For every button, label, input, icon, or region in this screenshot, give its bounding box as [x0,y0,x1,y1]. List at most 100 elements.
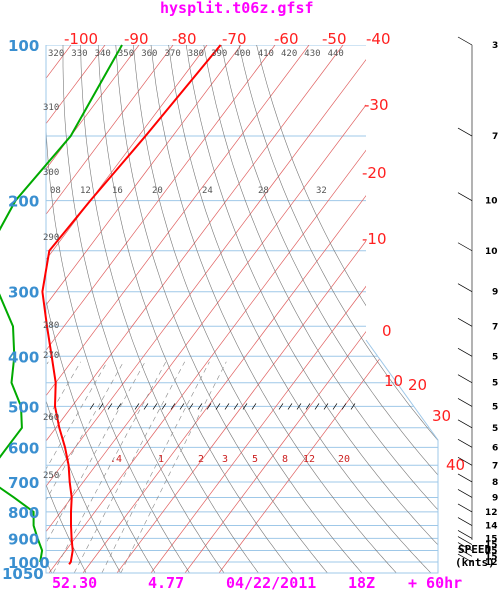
hatch-mark [161,403,167,410]
wind-speed-label: 15 [485,541,498,551]
pressure-tick: 400 [8,348,39,366]
mixing-upper-label: 20 [152,186,163,196]
temp-tick-top: -100 [64,30,98,48]
theta-left-label: 310 [43,103,59,113]
wind-barb [457,530,473,539]
wind-speed-label: 15 [485,534,498,544]
temp-tick-right: 30 [432,407,451,425]
theta-label: 380 [188,49,204,59]
theta-label: 350 [118,49,134,59]
theta-left-label: 260 [43,413,59,423]
hatch-mark [152,403,158,410]
mixing-ratio-line [73,361,185,573]
theta-label: 330 [71,49,87,59]
wind-speed-label: 7 [492,461,498,471]
hatch-mark [332,403,338,410]
theta-label: 400 [234,49,250,59]
theta-left-label: 270 [43,351,59,361]
dry-adiabat [221,45,438,573]
wind-barb [457,398,473,407]
wind-barb [457,192,473,201]
dry-adiabat [62,45,225,573]
theta-label: 390 [211,49,227,59]
theta-label: 320 [48,49,64,59]
mixing-upper-label: 16 [112,186,123,196]
hatch-mark [215,403,221,410]
wind-speed-label: 12 [485,558,498,568]
mixing-lower-label: 12 [303,454,315,465]
footer-date: 04/22/2011 [226,574,316,591]
theta-label: 420 [281,49,297,59]
wind-speed-label: 5 [492,379,498,389]
chart-title: hysplit.t06z.gfsf [160,0,314,17]
wind-speed-label: 9 [492,493,498,503]
isotherm [46,45,242,573]
wind-barb [457,548,473,557]
footer-lat: 52.30 [52,574,97,591]
temp-tick-top: -90 [124,30,149,48]
wind-speed-label: 12 [485,508,498,518]
wind-speed-label: 15 [485,552,498,562]
wind-speed-label: 14 [485,522,498,532]
mixing-upper-label: 32 [316,186,327,196]
isotherm [46,45,344,573]
dry-adiabat [238,45,438,573]
theta-label: 440 [328,49,344,59]
isotherm [150,45,438,573]
hatch-mark [305,403,311,410]
wind-barb [457,347,473,357]
dry-adiabat [46,45,156,573]
hatch-mark [287,403,293,410]
hatch-mark [179,403,185,410]
speed-label: SPEED [458,543,491,556]
wind-barb [457,439,473,448]
dry-adiabat [97,45,294,573]
label-layer: 10020030040050060070080090010001050-100-… [2,30,465,583]
temp-tick-right: -20 [362,164,387,182]
dry-adiabat [168,45,432,573]
dry-adiabat [185,45,438,573]
wind-speed-label: 6 [492,443,498,453]
theta-label: 360 [141,49,157,59]
temp-tick-right: -10 [362,230,387,248]
data-layer [0,44,222,565]
pressure-tick: 200 [8,193,39,211]
wind-barb [457,489,473,498]
mixing-ratio-line [120,361,227,573]
frame [45,45,439,574]
mixing-ratio-line [46,361,146,573]
hatch-mark [188,403,194,410]
temp-tick-right: 20 [408,376,427,394]
wind-barb [457,283,473,292]
hatch-mark [116,403,122,410]
isotherm [46,45,208,573]
isotherm [46,45,378,573]
wind-speed-label: 5 [492,402,498,412]
wind-barb [457,553,473,563]
dry-adiabat [203,45,438,573]
wind-barb [457,503,473,513]
isotherm [48,45,438,573]
theta-left-label: 250 [43,471,59,481]
hatch-mark [251,403,257,410]
wind-speed-label: 3 [492,41,498,51]
hatch-mark [107,403,113,410]
mixing-upper-label: 12 [80,186,91,196]
speed-units: (knts) [455,556,495,569]
dewpoint-line [0,44,123,563]
hatch-mark [98,403,104,410]
temp-tick-top: -60 [274,30,299,48]
hatch-mark [323,403,329,410]
dry-adiabat [115,45,328,573]
footer-hour: 18Z [348,574,375,591]
theta-label: 340 [95,49,111,59]
pressure-tick: 100 [8,37,39,55]
theta-left-label: 280 [43,321,59,331]
dry-adiabat [80,45,259,573]
mixing-lower-label: 20 [338,454,350,465]
isotherm [184,45,438,573]
isotherm [116,45,438,573]
temp-tick-right: 40 [446,456,465,474]
